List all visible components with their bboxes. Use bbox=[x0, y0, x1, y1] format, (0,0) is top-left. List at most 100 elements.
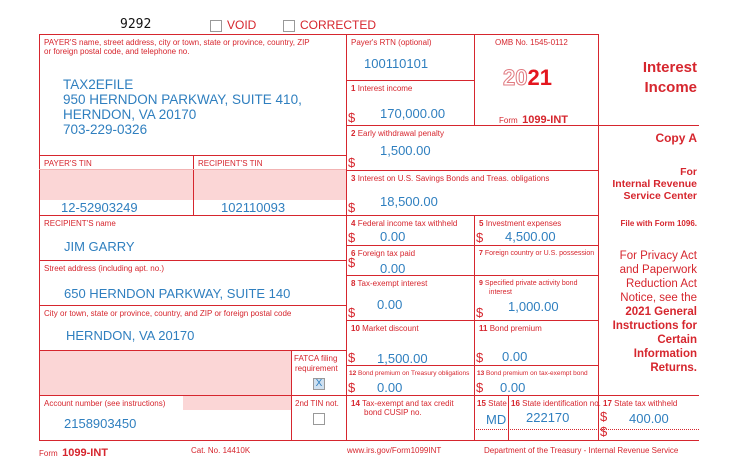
recipient-street-label: Street address (including apt. no.) bbox=[44, 264, 165, 273]
omb-label: OMB No. 1545-0112 bbox=[495, 38, 568, 47]
box-16-value[interactable]: 222170 bbox=[526, 410, 570, 425]
box-12-label: Bond premium on Treasury obligations bbox=[358, 370, 470, 377]
recipient-city-label: City or town, state or province, country… bbox=[44, 309, 292, 318]
shaded-area bbox=[39, 350, 291, 395]
box-4: 4 Federal income tax withheld $ 0.00 bbox=[346, 215, 475, 246]
fatca-label: FATCA filing bbox=[294, 354, 338, 363]
box-1-value[interactable]: 170,000.00 bbox=[380, 106, 446, 121]
box-5-number: 5 bbox=[479, 219, 484, 228]
payer-street[interactable]: 950 HERNDON PARKWAY, SUITE 410, bbox=[63, 92, 302, 107]
payer-tin-box: PAYER'S TIN 12-52903249 bbox=[39, 155, 194, 216]
payer-city[interactable]: HERNDON, VA 20170 bbox=[63, 107, 197, 122]
box-14-label-2: bond CUSIP no. bbox=[364, 408, 422, 417]
box-2-number: 2 bbox=[351, 129, 356, 138]
box-6-label: Foreign tax paid bbox=[357, 249, 416, 258]
box-8-value[interactable]: 0.00 bbox=[377, 297, 403, 312]
irs-url[interactable]: www.irs.gov/Form1099INT bbox=[347, 446, 442, 455]
box-3-label: Interest on U.S. Savings Bonds and Treas… bbox=[357, 174, 550, 183]
box-1: 1 Interest income $ 170,000.00 bbox=[346, 80, 475, 126]
divider bbox=[39, 169, 347, 170]
recipient-city-value[interactable]: HERNDON, VA 20170 bbox=[66, 328, 195, 343]
box-6-value[interactable]: 0.00 bbox=[380, 261, 406, 276]
payer-label-2: or foreign postal code, and telephone no… bbox=[44, 47, 190, 56]
corrected-checkbox[interactable] bbox=[283, 20, 295, 32]
footer-form-prefix: Form bbox=[39, 449, 58, 458]
dollar-sign: $ bbox=[348, 305, 356, 320]
side-title-1: Interest bbox=[642, 59, 697, 76]
box-4-number: 4 bbox=[351, 219, 356, 228]
box-9-number: 9 bbox=[479, 280, 483, 287]
box-3-value[interactable]: 18,500.00 bbox=[380, 194, 438, 209]
box-9-value[interactable]: 1,000.00 bbox=[508, 299, 559, 314]
recipient-name-box: RECIPIENT'S name JIM GARRY bbox=[39, 215, 347, 261]
recipient-street-value[interactable]: 650 HERNDON PARKWAY, SUITE 140 bbox=[64, 286, 291, 301]
dollar-sign: $ bbox=[348, 155, 356, 170]
box-8: 8 Tax-exempt interest $ 0.00 bbox=[346, 275, 475, 321]
account-value[interactable]: 2158903450 bbox=[64, 416, 137, 431]
copy-a-label: Copy A bbox=[655, 131, 697, 145]
box-14-number: 14 bbox=[351, 399, 360, 408]
box-17-value[interactable]: 400.00 bbox=[629, 411, 669, 426]
irs-label: Internal Revenue bbox=[612, 178, 697, 190]
rtn-value[interactable]: 100110101 bbox=[364, 56, 429, 71]
box-12-value[interactable]: 0.00 bbox=[377, 380, 403, 395]
second-tin-box: 2nd TIN not. bbox=[291, 395, 347, 441]
box-5: 5 Investment expenses $ 4,500.00 bbox=[474, 215, 599, 246]
box-10: 10 Market discount $ 1,500.00 bbox=[346, 320, 475, 366]
box-16-number: 16 bbox=[511, 399, 520, 408]
tax-year-bold: 21 bbox=[527, 65, 552, 90]
box-9-label-2: interest bbox=[489, 289, 512, 296]
recipient-city-box: City or town, state or province, country… bbox=[39, 305, 347, 351]
box-14-label: Tax-exempt and tax credit bbox=[361, 399, 454, 408]
recipient-street-box: Street address (including apt. no.) 650 … bbox=[39, 260, 347, 306]
box-8-number: 8 bbox=[351, 279, 356, 288]
box-15-value[interactable]: MD bbox=[486, 412, 507, 427]
box-5-value[interactable]: 4,500.00 bbox=[505, 229, 556, 244]
dollar-sign: $ bbox=[348, 350, 356, 365]
box-7-number: 7 bbox=[479, 250, 483, 257]
box-11-value[interactable]: 0.00 bbox=[502, 349, 528, 364]
box-13-number: 13 bbox=[477, 370, 485, 377]
fatca-box: FATCA filing requirement X bbox=[291, 350, 347, 396]
box-17-number: 17 bbox=[603, 399, 612, 408]
privacy-line-1: For Privacy Act bbox=[619, 250, 697, 262]
fatca-checkbox[interactable]: X bbox=[313, 378, 325, 390]
privacy-line-2: and Paperwork bbox=[619, 264, 697, 276]
omb-box: OMB No. 1545-0112 2021 Form 1099-INT bbox=[474, 34, 599, 126]
payer-tin-value[interactable]: 12-52903249 bbox=[61, 200, 138, 215]
payer-name[interactable]: TAX2EFILE bbox=[63, 77, 134, 92]
box-15: 15 State MD bbox=[474, 395, 509, 441]
box-9: 9 Specified private activity bond intere… bbox=[474, 275, 599, 321]
box-13-label: Bond premium on tax-exempt bond bbox=[486, 370, 588, 377]
box-13-value[interactable]: 0.00 bbox=[500, 380, 526, 395]
payer-label: PAYER'S name, street address, city or to… bbox=[44, 38, 310, 47]
second-tin-checkbox[interactable] bbox=[313, 413, 325, 425]
void-checkbox[interactable] bbox=[210, 20, 222, 32]
box-1-number: 1 bbox=[351, 84, 356, 93]
box-2: 2 Early withdrawal penalty $ 1,500.00 bbox=[346, 125, 599, 171]
tax-year-outline: 20 bbox=[502, 65, 528, 91]
box-10-value[interactable]: 1,500.00 bbox=[377, 351, 428, 366]
rtn-label: Payer's RTN (optional) bbox=[351, 38, 432, 47]
fatca-label-2: requirement bbox=[295, 364, 338, 373]
dollar-sign: $ bbox=[348, 380, 356, 395]
box-4-value[interactable]: 0.00 bbox=[380, 229, 406, 244]
box-11-label: Bond premium bbox=[489, 324, 542, 333]
dollar-sign: $ bbox=[348, 230, 356, 245]
box-2-label: Early withdrawal penalty bbox=[357, 129, 444, 138]
payer-phone[interactable]: 703-229-0326 bbox=[63, 122, 148, 137]
box-2-value[interactable]: 1,500.00 bbox=[380, 143, 431, 158]
box-15-number: 15 bbox=[477, 399, 486, 408]
service-center-label: Service Center bbox=[623, 190, 697, 202]
form-prefix: Form bbox=[499, 116, 518, 125]
side-divider bbox=[598, 125, 699, 126]
shaded-area-account bbox=[183, 395, 291, 410]
box-7: 7 Foreign country or U.S. possession bbox=[474, 245, 599, 276]
dollar-sign: $ bbox=[476, 305, 484, 320]
department-label: Department of the Treasury - Internal Re… bbox=[484, 446, 679, 455]
recipient-name-value[interactable]: JIM GARRY bbox=[64, 239, 135, 254]
box-12: 12 Bond premium on Treasury obligations … bbox=[346, 365, 475, 396]
recipient-tin-value[interactable]: 102110093 bbox=[221, 200, 286, 215]
account-number-box: Account number (see instructions) 215890… bbox=[39, 395, 292, 441]
box-3: 3 Interest on U.S. Savings Bonds and Tre… bbox=[346, 170, 599, 216]
